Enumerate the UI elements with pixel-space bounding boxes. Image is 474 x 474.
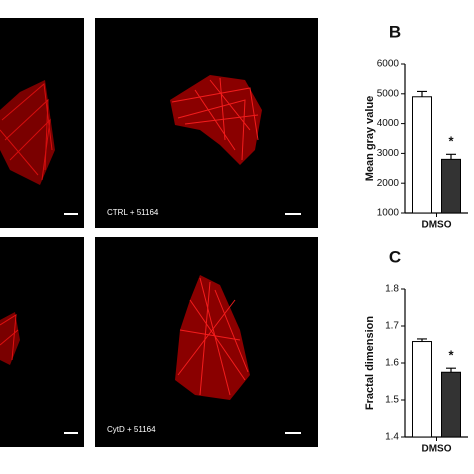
y-tick-label: 1.8 xyxy=(385,284,399,295)
micrograph xyxy=(0,18,84,228)
image-caption: CytD + 51164 xyxy=(107,425,156,434)
panel-label: B xyxy=(389,22,401,41)
y-tick-label: 4000 xyxy=(377,118,400,129)
micrograph xyxy=(0,237,84,447)
error-bar xyxy=(446,153,456,160)
y-tick-label: 1.5 xyxy=(385,395,399,406)
y-tick-label: 5000 xyxy=(377,88,400,99)
error-bar xyxy=(417,338,427,342)
micrograph: CTRL + 51164 xyxy=(95,18,318,228)
y-tick-label: 6000 xyxy=(377,59,400,70)
error-bar xyxy=(417,90,427,97)
y-tick-label: 1000 xyxy=(377,208,400,219)
bar xyxy=(412,341,432,438)
image-caption: CTRL + 51164 xyxy=(107,208,159,217)
x-tick-label: DMSO xyxy=(422,444,452,455)
panel-label: C xyxy=(389,247,401,266)
significance-mark: * xyxy=(448,134,454,149)
y-axis-title: Mean gray value xyxy=(364,96,376,182)
x-tick-label: DMSO xyxy=(422,220,452,231)
y-tick-label: 1.4 xyxy=(385,432,399,443)
y-axis-title: Fractal dimension xyxy=(364,316,376,410)
error-bar xyxy=(446,367,456,373)
bar xyxy=(441,158,461,214)
y-tick-label: 1.6 xyxy=(385,358,399,369)
y-tick-label: 1.7 xyxy=(385,321,399,332)
y-tick-label: 3000 xyxy=(377,148,400,159)
significance-mark: * xyxy=(448,348,454,363)
y-tick-label: 2000 xyxy=(377,178,400,189)
bar xyxy=(441,371,461,438)
bar xyxy=(412,96,432,214)
micrograph: CytD + 51164 xyxy=(95,237,318,447)
